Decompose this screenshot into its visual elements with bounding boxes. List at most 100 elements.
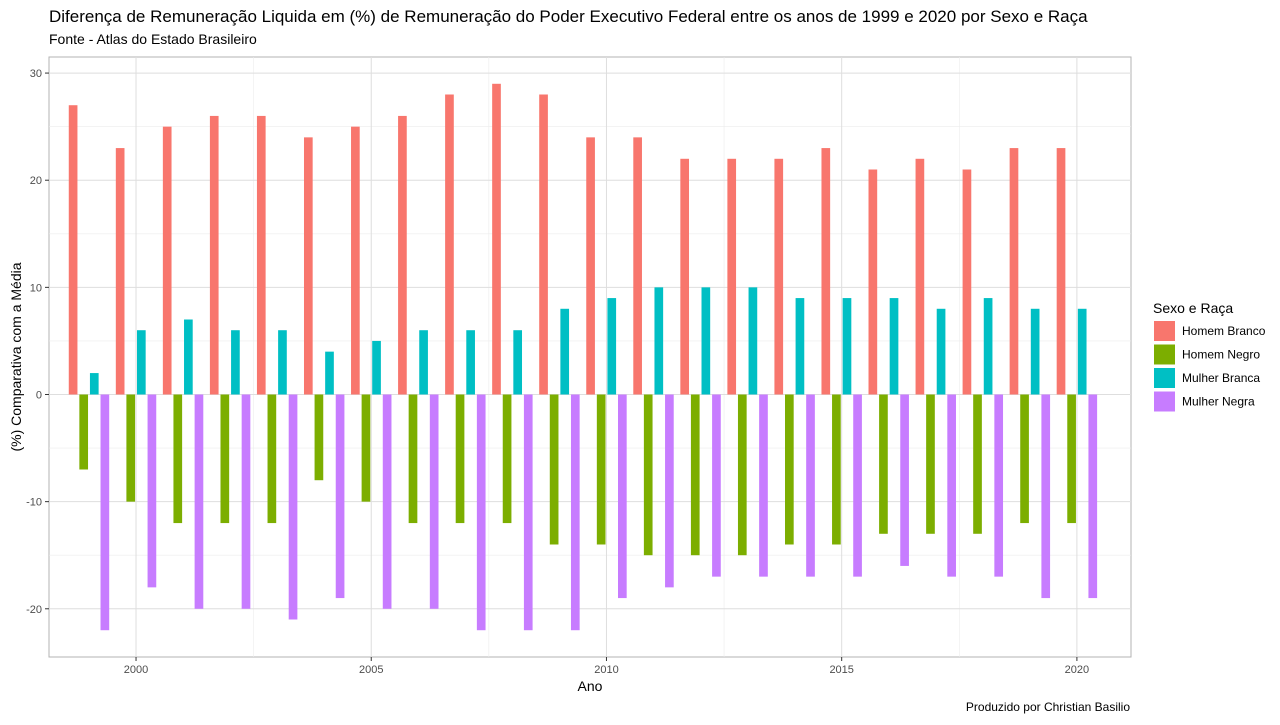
chart-caption: Produzido por Christian Basilio — [966, 700, 1130, 714]
bar — [267, 394, 277, 524]
bar — [983, 298, 993, 395]
bar — [1067, 394, 1076, 524]
bar — [466, 330, 475, 395]
bar — [618, 394, 627, 599]
bar — [994, 394, 1004, 577]
bar — [502, 394, 512, 524]
bar — [398, 115, 407, 395]
legend-title: Sexo e Raça — [1153, 300, 1233, 316]
y-tick-label: 10 — [30, 282, 42, 294]
bar — [842, 298, 852, 395]
bar — [314, 394, 324, 481]
bar — [853, 394, 862, 577]
bar — [1088, 394, 1098, 599]
bar — [372, 340, 381, 395]
bar — [759, 394, 768, 577]
legend-swatch — [1154, 321, 1175, 341]
y-tick-label: 0 — [36, 390, 42, 402]
y-tick-label: 30 — [30, 68, 42, 80]
legend-label: Homem Branco — [1182, 324, 1266, 338]
bar — [278, 330, 287, 395]
y-tick-label: -20 — [26, 604, 42, 616]
legend-swatch — [1154, 391, 1175, 412]
bar — [712, 394, 721, 577]
bar — [795, 298, 805, 395]
bar — [879, 394, 888, 534]
legend-label: Mulher Branca — [1182, 371, 1260, 385]
y-axis-label: (%) Comparativa com a Média — [8, 262, 24, 451]
bar — [419, 330, 428, 395]
bar — [325, 351, 334, 395]
legend-swatch — [1154, 344, 1175, 365]
bar — [947, 394, 956, 577]
bar — [539, 94, 548, 395]
x-tick-label: 2000 — [124, 664, 148, 676]
bar — [889, 298, 899, 395]
y-tick-label: -10 — [26, 497, 42, 509]
bar — [429, 394, 439, 609]
bar — [382, 394, 392, 609]
bar — [1020, 394, 1029, 524]
bar — [476, 394, 486, 631]
bar — [607, 298, 617, 395]
bar — [900, 394, 909, 566]
bar — [1041, 394, 1051, 599]
bar — [231, 330, 240, 395]
legend: Sexo e Raça Homem Branco Homem Negro Mulhe… — [1153, 300, 1266, 412]
bar — [445, 94, 454, 395]
chart-title: Diferença de Remuneração Liquida em (%) … — [49, 7, 1088, 26]
bar — [926, 394, 935, 534]
x-tick-label: 2005 — [359, 664, 383, 676]
bar — [220, 394, 230, 524]
bar — [492, 83, 501, 395]
bar — [126, 394, 136, 502]
legend-label: Homem Negro — [1182, 348, 1260, 362]
bars-layer — [68, 83, 1098, 631]
bar — [351, 126, 360, 395]
y-tick-label: 20 — [30, 175, 42, 187]
bar — [915, 158, 925, 395]
bar — [288, 394, 298, 620]
bar — [680, 158, 690, 395]
bar — [806, 394, 815, 577]
bar — [408, 394, 418, 524]
axis-layer: -20 -10 0 10 20 30 2000 2005 2010 2015 2020 — [26, 68, 1089, 676]
legend-swatch — [1154, 368, 1175, 388]
bar — [748, 287, 758, 395]
x-tick-label: 2010 — [594, 664, 618, 676]
bar — [361, 394, 371, 502]
bar — [100, 394, 110, 631]
bar — [455, 394, 465, 524]
x-tick-label: 2020 — [1065, 664, 1089, 676]
bar — [147, 394, 157, 588]
bar — [79, 394, 89, 470]
bar — [727, 158, 737, 395]
bar — [194, 394, 204, 609]
bar — [665, 394, 674, 588]
bar — [184, 319, 193, 395]
bar — [962, 169, 972, 395]
bar — [173, 394, 183, 524]
bar — [1030, 308, 1040, 395]
bar — [68, 105, 78, 395]
x-tick-label: 2015 — [829, 664, 853, 676]
bar — [774, 158, 784, 395]
bar — [115, 148, 125, 395]
bar — [560, 308, 570, 395]
bar — [162, 126, 172, 395]
bar — [596, 394, 606, 545]
bar — [654, 287, 664, 395]
bar — [335, 394, 345, 599]
bar — [570, 394, 580, 631]
bar — [1009, 148, 1019, 395]
bar — [303, 137, 313, 395]
bar — [832, 394, 841, 545]
legend-label: Mulher Negra — [1182, 395, 1255, 409]
bar — [241, 394, 251, 609]
bar — [549, 394, 559, 545]
bar — [89, 373, 99, 395]
chart-subtitle: Fonte - Atlas do Estado Brasileiro — [49, 31, 257, 47]
bar — [690, 394, 700, 556]
